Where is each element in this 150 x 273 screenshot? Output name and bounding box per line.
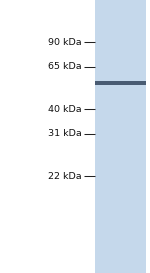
Text: 31 kDa: 31 kDa	[48, 129, 82, 138]
Text: 22 kDa: 22 kDa	[48, 172, 82, 180]
Text: 90 kDa: 90 kDa	[48, 38, 82, 47]
Text: 40 kDa: 40 kDa	[48, 105, 82, 114]
Bar	[94, 81, 146, 85]
Bar	[94, 0, 146, 273]
Text: 65 kDa: 65 kDa	[48, 63, 82, 71]
